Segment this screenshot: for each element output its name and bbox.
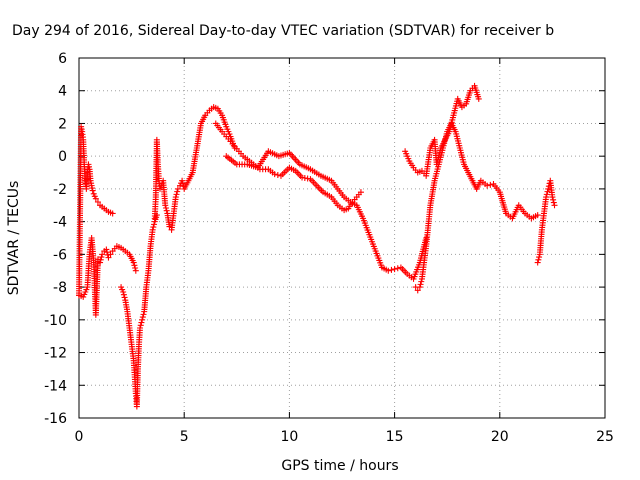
- data-point: [109, 210, 116, 217]
- data-point: [418, 278, 425, 285]
- data-point: [162, 205, 169, 211]
- data-point: [174, 185, 181, 192]
- x-tick-label: 25: [596, 429, 614, 445]
- data-point: [551, 202, 558, 209]
- data-point: [274, 172, 281, 178]
- data-point: [173, 191, 180, 198]
- data-point: [388, 266, 395, 273]
- data-point: [103, 246, 110, 253]
- x-tick-label: 10: [280, 429, 298, 445]
- data-point: [98, 254, 105, 261]
- chart-title: Day 294 of 2016, Sidereal Day-to-day VTE…: [12, 23, 554, 39]
- x-axis-label: GPS time / hours: [281, 458, 398, 474]
- data-point: [271, 171, 278, 178]
- y-tick-label: -12: [44, 346, 67, 362]
- data-point: [550, 196, 557, 203]
- data-point: [417, 281, 424, 288]
- data-point: [120, 291, 127, 298]
- data-point: [139, 314, 146, 321]
- data-point: [536, 254, 543, 261]
- data-point: [179, 180, 186, 187]
- data-point: [120, 289, 127, 295]
- y-tick-label: -2: [53, 182, 67, 198]
- y-tick-label: -10: [44, 313, 67, 329]
- y-tick-label: -16: [44, 411, 67, 427]
- data-point: [137, 325, 144, 331]
- data-point: [544, 188, 551, 195]
- x-tick-label: 15: [386, 429, 404, 445]
- data-point: [150, 224, 157, 231]
- data-point: [139, 316, 146, 323]
- data-point: [414, 287, 421, 294]
- data-point: [132, 265, 139, 271]
- data-point: [107, 251, 114, 258]
- data-point: [394, 265, 401, 272]
- data-point: [97, 259, 104, 266]
- y-tick-label: -14: [44, 378, 67, 394]
- y-tick-label: -8: [53, 280, 67, 296]
- data-point: [104, 249, 111, 256]
- data-point: [138, 319, 145, 326]
- data-point: [94, 199, 101, 205]
- data-point: [130, 259, 137, 266]
- y-tick-label: -6: [53, 247, 67, 263]
- y-tick-label: -4: [53, 215, 67, 231]
- data-point: [385, 267, 392, 274]
- data-point: [99, 251, 106, 258]
- data-points: [76, 82, 558, 410]
- data-point: [357, 189, 364, 196]
- data-point: [132, 267, 139, 274]
- data-point: [137, 322, 144, 329]
- data-point: [174, 188, 181, 195]
- y-tick-label: 0: [58, 149, 67, 165]
- x-tick-label: 20: [491, 429, 509, 445]
- data-point: [416, 284, 423, 291]
- data-point: [487, 181, 494, 188]
- data-point: [162, 202, 169, 209]
- data-point: [534, 259, 541, 266]
- data-point: [105, 254, 112, 261]
- data-point: [157, 185, 164, 192]
- data-point: [131, 262, 138, 269]
- x-tick-label: 0: [75, 429, 84, 445]
- y-tick-label: 4: [58, 84, 67, 100]
- data-point: [543, 191, 550, 198]
- data-point: [92, 195, 99, 202]
- data-point: [121, 294, 128, 301]
- data-point: [391, 266, 398, 273]
- y-tick-label: 2: [58, 116, 67, 132]
- data-point: [535, 256, 542, 263]
- y-tick-label: 6: [58, 51, 67, 67]
- data-point: [475, 95, 482, 102]
- data-point: [140, 311, 147, 318]
- y-axis: -16 -14 -12 -10 -8 -6 -4 -2 0 2 4 6: [44, 51, 605, 427]
- data-point: [534, 212, 541, 219]
- data-point: [484, 182, 491, 189]
- data-point: [543, 194, 550, 201]
- data-point: [151, 221, 158, 228]
- data-point: [163, 207, 170, 214]
- data-point: [545, 185, 552, 192]
- data-point: [97, 256, 104, 263]
- data-point: [172, 194, 179, 201]
- x-axis: 0 5 10 15 20 25: [75, 58, 614, 445]
- data-point: [550, 199, 557, 206]
- y-axis-label: SDTVAR / TECUs: [6, 181, 22, 296]
- data-point: [179, 177, 186, 184]
- data-point: [549, 194, 556, 201]
- data-point: [89, 187, 96, 194]
- grid-lines: [79, 58, 605, 418]
- data-point: [149, 226, 156, 233]
- x-tick-label: 5: [180, 429, 189, 445]
- plot-frame: [78, 57, 606, 419]
